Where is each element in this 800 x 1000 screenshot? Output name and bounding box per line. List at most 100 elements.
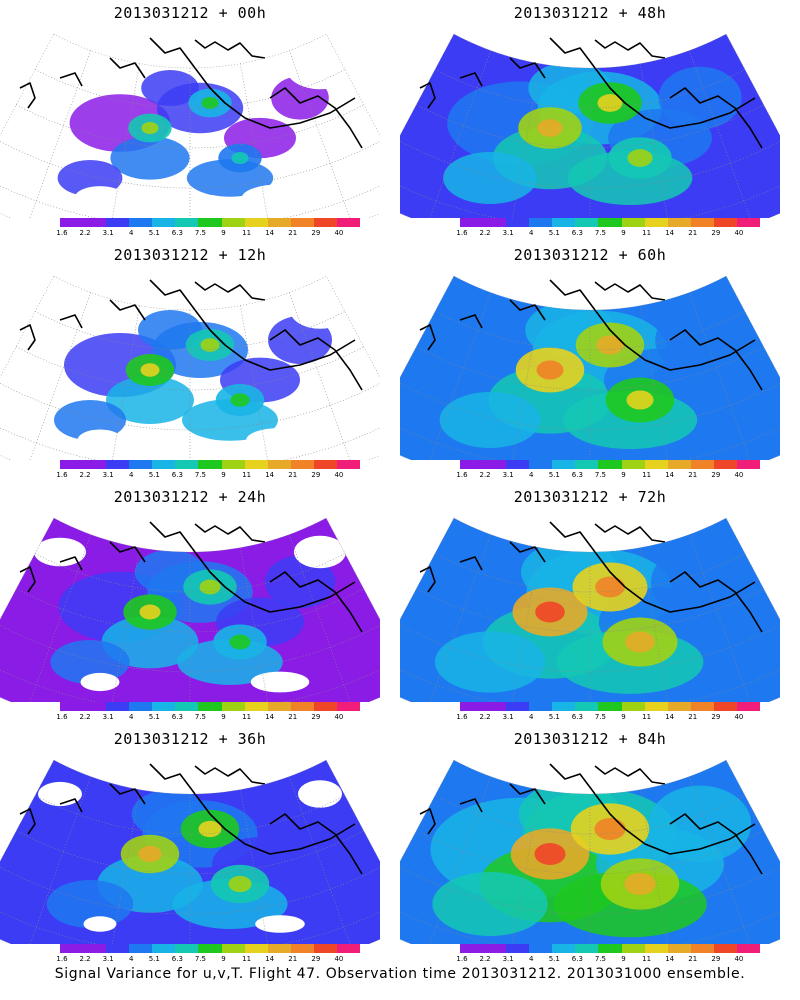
colorbar-segment — [506, 944, 530, 953]
colorbar-tick-label: 1.6 — [456, 955, 468, 963]
colorbar-strip — [460, 702, 761, 711]
colorbar-segment — [60, 702, 84, 711]
variance-map — [400, 759, 780, 944]
colorbar-tick-label: 9 — [221, 471, 226, 479]
colorbar-tick-label: 40 — [734, 471, 744, 479]
colorbar-segment — [244, 944, 268, 953]
lat-lon-grid — [0, 292, 380, 460]
panel-title: 2013031212 + 72h — [513, 488, 667, 506]
colorbar-segment — [483, 460, 507, 469]
colorbar-segment — [175, 218, 199, 227]
colorbar-segment — [83, 218, 107, 227]
colorbar-tick-label: 14 — [665, 713, 675, 721]
colorbar-tick-label: 21 — [288, 229, 298, 237]
panel-title: 2013031212 + 60h — [513, 246, 667, 264]
colorbar-segment — [244, 460, 268, 469]
map-panel: 2013031212 + 00h 1.6 2.2 3.1 4 5.1 6.3 7.5 9 11 14… — [0, 0, 380, 237]
colorbar-labels: 1.6 2.2 3.1 4 5.1 6.3 7.5 9 11 14 21 29 40 — [456, 713, 760, 723]
colorbar-segment — [667, 944, 691, 953]
colorbar-segment — [621, 218, 645, 227]
colorbar-segment — [506, 218, 530, 227]
colorbar-segment — [290, 460, 314, 469]
colorbar-segment — [736, 460, 761, 469]
colorbar-tick-label: 14 — [665, 955, 675, 963]
colorbar-segment — [483, 702, 507, 711]
colorbar-tick-label: 7.5 — [594, 229, 607, 237]
colorbar-tick-label: 14 — [265, 713, 275, 721]
lat-lon-grid — [0, 534, 380, 702]
colorbar-segment — [575, 460, 599, 469]
colorbar-tick-label: 5.1 — [548, 229, 560, 237]
colorbar-segment — [736, 702, 761, 711]
colorbar-segment — [313, 218, 337, 227]
colorbar-segment — [552, 944, 576, 953]
colorbar-tick-label: 9 — [621, 955, 626, 963]
panel-title: 2013031212 + 24h — [113, 488, 267, 506]
colorbar-labels: 1.6 2.2 3.1 4 5.1 6.3 7.5 9 11 14 21 29 40 — [456, 955, 760, 965]
colorbar-tick-label: 40 — [734, 229, 744, 237]
colorbar-tick-label: 29 — [311, 955, 321, 963]
colorbar-segment — [290, 944, 314, 953]
colorbar-tick-label: 21 — [688, 955, 698, 963]
colorbar-tick-label: 29 — [311, 471, 321, 479]
coastline — [19, 763, 363, 875]
colorbar-segment — [460, 218, 484, 227]
colorbar-tick-label: 29 — [311, 229, 321, 237]
colorbar-segment — [60, 218, 84, 227]
colorbar-segment — [336, 702, 361, 711]
colorbar-segment — [621, 702, 645, 711]
variance-map — [400, 33, 780, 218]
colorbar-segment — [198, 944, 222, 953]
colorbar-tick-label: 1.6 — [456, 713, 468, 721]
colorbar-tick-label: 21 — [288, 713, 298, 721]
colorbar-tick-label: 40 — [334, 471, 344, 479]
colorbar-segment — [129, 944, 153, 953]
colorbar-tick-label: 5.1 — [148, 713, 160, 721]
domain-outline — [400, 33, 780, 218]
colorbar-tick-label: 29 — [311, 713, 321, 721]
colorbar-tick-label: 6.3 — [171, 471, 183, 479]
colorbar-segment — [267, 460, 291, 469]
colorbar-tick-label: 9 — [221, 713, 226, 721]
figure-caption: Signal Variance for u,v,T. Flight 47. Ob… — [54, 966, 746, 982]
colorbar-segment — [713, 460, 737, 469]
colorbar-segment — [175, 944, 199, 953]
colorbar-tick-label: 11 — [642, 229, 652, 237]
colorbar-tick-label: 5.1 — [148, 471, 160, 479]
colorbar-tick-label: 2.2 — [79, 229, 91, 237]
variance-field — [0, 34, 380, 218]
colorbar-tick-label: 5.1 — [148, 229, 160, 237]
colorbar: 1.6 2.2 3.1 4 5.1 6.3 7.5 9 11 14 21 29 40 — [56, 460, 361, 481]
colorbar-tick-label: 3.1 — [102, 713, 114, 721]
colorbar-tick-label: 1.6 — [56, 471, 68, 479]
colorbar-segment — [83, 460, 107, 469]
variance-field — [400, 34, 780, 218]
map-panel: 2013031212 + 72h 1.6 2.2 3.1 4 5.1 6.3 7.5 9 11 14… — [400, 484, 780, 721]
colorbar-tick-label: 7.5 — [194, 471, 207, 479]
map-panel: 2013031212 + 24h 1.6 2.2 3.1 4 5.1 6.3 7.5 9 11 14… — [0, 484, 380, 721]
colorbar-strip — [60, 944, 361, 953]
colorbar-tick-label: 3.1 — [502, 713, 514, 721]
colorbar: 1.6 2.2 3.1 4 5.1 6.3 7.5 9 11 14 21 29 40 — [456, 944, 761, 965]
lat-lon-grid — [0, 776, 380, 944]
coastline — [419, 279, 763, 391]
colorbar-tick-label: 1.6 — [456, 229, 468, 237]
colorbar-tick-label: 4 — [528, 713, 534, 721]
panel-title: 2013031212 + 12h — [113, 246, 267, 264]
colorbar-segment — [690, 702, 714, 711]
colorbar-segment — [483, 944, 507, 953]
colorbar-segment — [552, 460, 576, 469]
colorbar-segment — [598, 460, 622, 469]
colorbar-segment — [621, 944, 645, 953]
colorbar-tick-label: 2.2 — [79, 955, 91, 963]
colorbar-segment — [198, 460, 222, 469]
panel-title: 2013031212 + 00h — [113, 4, 267, 22]
colorbar-labels: 1.6 2.2 3.1 4 5.1 6.3 7.5 9 11 14 21 29 40 — [56, 229, 360, 239]
colorbar-tick-label: 11 — [642, 471, 652, 479]
colorbar-segment — [460, 702, 484, 711]
colorbar-segment — [575, 702, 599, 711]
colorbar-segment — [198, 218, 222, 227]
colorbar-segment — [690, 944, 714, 953]
colorbar-segment — [529, 702, 553, 711]
colorbar-segment — [460, 460, 484, 469]
